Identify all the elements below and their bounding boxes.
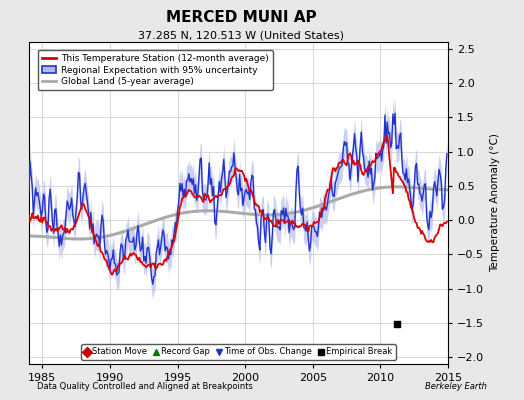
Text: 37.285 N, 120.513 W (United States): 37.285 N, 120.513 W (United States)	[138, 30, 344, 40]
Text: Data Quality Controlled and Aligned at Breakpoints: Data Quality Controlled and Aligned at B…	[37, 382, 253, 391]
Legend: Station Move, Record Gap, Time of Obs. Change, Empirical Break: Station Move, Record Gap, Time of Obs. C…	[81, 344, 396, 360]
Text: Berkeley Earth: Berkeley Earth	[425, 382, 487, 391]
Y-axis label: Temperature Anomaly (°C): Temperature Anomaly (°C)	[490, 134, 500, 272]
Text: MERCED MUNI AP: MERCED MUNI AP	[166, 10, 316, 25]
